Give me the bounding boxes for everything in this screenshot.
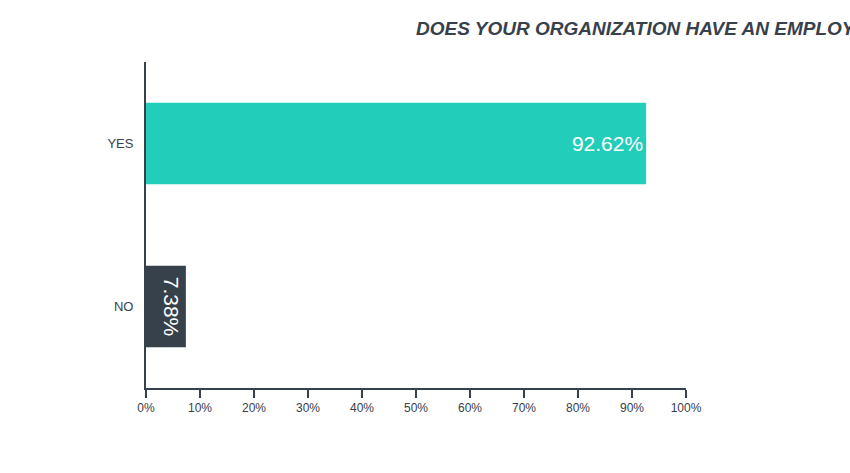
- svg-text:40%: 40%: [350, 401, 374, 415]
- svg-text:50%: 50%: [404, 401, 428, 415]
- svg-text:YES: YES: [107, 136, 133, 151]
- svg-text:60%: 60%: [458, 401, 482, 415]
- svg-text:20%: 20%: [242, 401, 266, 415]
- svg-text:NO: NO: [114, 299, 134, 314]
- svg-text:92.62%: 92.62%: [572, 132, 643, 155]
- svg-text:70%: 70%: [512, 401, 536, 415]
- svg-text:DOES YOUR ORGANIZATION HAVE AN: DOES YOUR ORGANIZATION HAVE AN EMPLOYEE …: [416, 18, 850, 39]
- svg-text:30%: 30%: [296, 401, 320, 415]
- svg-text:7.38%: 7.38%: [160, 277, 183, 337]
- svg-text:80%: 80%: [566, 401, 590, 415]
- svg-text:100%: 100%: [671, 401, 702, 415]
- svg-text:10%: 10%: [188, 401, 212, 415]
- svg-text:90%: 90%: [620, 401, 644, 415]
- svg-text:0%: 0%: [137, 401, 155, 415]
